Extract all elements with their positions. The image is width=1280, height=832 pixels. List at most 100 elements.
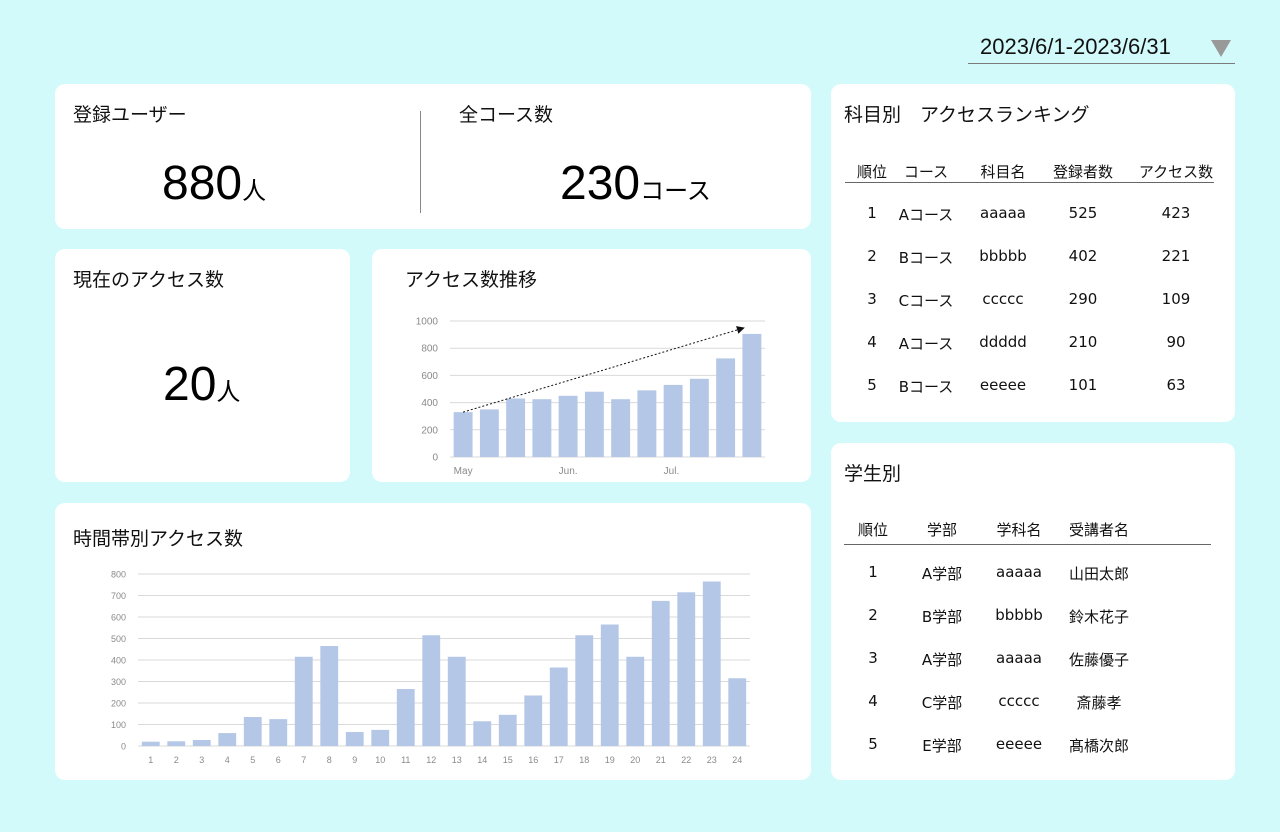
total-courses-title: 全コース数	[459, 104, 554, 126]
subject-ranking-header: 順位	[856, 163, 888, 181]
y-tick-label: 200	[111, 699, 126, 709]
bar	[611, 399, 631, 457]
x-tick-label: 6	[276, 755, 281, 765]
subject-ranking-header: 登録者数	[1052, 163, 1114, 181]
x-tick-label: 7	[301, 755, 306, 765]
bar	[524, 695, 543, 746]
x-tick-label: 12	[426, 755, 436, 765]
y-tick-label: 800	[111, 570, 126, 580]
x-tick-label: 1	[148, 755, 153, 765]
x-tick-label: 21	[656, 755, 666, 765]
x-tick-label: 17	[554, 755, 564, 765]
subject-ranking-cell: 210	[1068, 333, 1098, 351]
student-ranking-header-divider	[844, 544, 1211, 545]
subject-ranking-header: アクセス数	[1138, 163, 1214, 181]
y-tick-label: 300	[111, 677, 126, 687]
subject-ranking-title: 科目別 アクセスランキング	[844, 104, 1090, 126]
student-ranking-cell: C学部	[921, 694, 963, 712]
bar	[677, 592, 696, 746]
hourly-access-card: 時間帯別アクセス数 0 100 200 300 400 500 600 700 800 1 2 3 4 5…	[55, 503, 811, 780]
x-tick-label: 19	[605, 755, 615, 765]
subject-ranking-cell: 2	[867, 247, 877, 265]
bar	[626, 656, 645, 746]
subject-ranking-cell: 525	[1068, 204, 1098, 222]
subject-ranking-cell: 290	[1068, 290, 1098, 308]
chevron-down-icon[interactable]	[1211, 40, 1231, 57]
x-tick-label: 16	[528, 755, 538, 765]
bar	[479, 409, 499, 457]
bar	[453, 412, 473, 457]
hourly-access-title: 時間帯別アクセス数	[73, 528, 244, 550]
student-ranking-cell: A学部	[921, 565, 963, 583]
subject-ranking-cell: Aコース	[898, 335, 954, 353]
bar	[345, 732, 364, 746]
subject-ranking-cell: 63	[1166, 376, 1186, 394]
total-courses-value: 230コース	[560, 156, 711, 211]
bar	[269, 719, 288, 746]
y-tick-label: 700	[111, 591, 126, 601]
y-tick-label: 800	[421, 344, 438, 355]
bar	[689, 378, 709, 457]
bar	[637, 390, 657, 457]
access-trend-chart: 0 200 400 600 800 1000 May Jun. Jul.	[416, 317, 765, 477]
x-tick-label: 3	[199, 755, 204, 765]
bar	[549, 667, 568, 746]
subject-ranking-cell: 90	[1166, 333, 1186, 351]
date-range-label: 2023/6/1-2023/6/31	[980, 34, 1171, 59]
x-tick-label: 9	[352, 755, 357, 765]
y-tick-label: 600	[421, 371, 438, 382]
bar	[663, 384, 683, 457]
x-tick-label: May	[454, 466, 473, 477]
x-tick-label: 10	[375, 755, 385, 765]
student-ranking-header: 学科名	[996, 521, 1042, 539]
y-tick-label: 500	[111, 634, 126, 644]
subject-ranking-cell: Bコース	[898, 378, 954, 396]
subject-ranking-cell: 5	[867, 376, 877, 394]
subject-ranking-cell: aaaaa	[980, 204, 1026, 222]
bar	[447, 656, 466, 746]
trend-arrow	[462, 326, 745, 413]
y-tick-label: 0	[121, 742, 126, 752]
student-ranking-cell: ccccc	[998, 692, 1040, 710]
x-tick-label: 22	[681, 755, 691, 765]
bar	[473, 721, 492, 746]
current-access-unit: 人	[216, 378, 241, 406]
date-range-dropdown[interactable]: 2023/6/1-2023/6/31	[968, 30, 1235, 64]
student-ranking-header: 学部	[926, 521, 958, 539]
registered-users-unit: 人	[242, 177, 267, 205]
subject-ranking-header: 科目名	[980, 163, 1026, 181]
subject-ranking-cell: 1	[867, 204, 877, 222]
access-trend-card: アクセス数推移 0 200 400 600 800 1000 May Jun. Jul.	[372, 249, 811, 482]
student-ranking-cell: 2	[868, 606, 878, 624]
subject-ranking-header: コース	[903, 163, 949, 181]
current-access-value: 20人	[163, 357, 240, 412]
current-access-title: 現在のアクセス数	[73, 269, 225, 291]
bar	[742, 333, 762, 457]
bar	[702, 581, 721, 746]
bar	[575, 635, 594, 746]
bar	[600, 624, 619, 746]
student-ranking-cell: E学部	[922, 737, 962, 755]
subject-ranking-cell: 101	[1068, 376, 1098, 394]
student-ranking-cell: 髙橋次郎	[1068, 737, 1130, 755]
bar	[192, 739, 211, 746]
registered-users-title: 登録ユーザー	[73, 104, 187, 126]
summary-card: 登録ユーザー 880人 全コース数 230コース	[55, 84, 811, 229]
registered-users-value: 880人	[162, 156, 266, 211]
student-ranking-table: 順位 学部 学科名 受講者名 1 A学部 aaaaa 山田太郎 2 B学部 bbbbb 鈴木花子 3 A学…	[831, 443, 1235, 780]
bar	[396, 689, 415, 746]
y-tick-label: 400	[111, 656, 126, 666]
student-ranking-cell: B学部	[921, 608, 963, 626]
bar	[558, 395, 578, 457]
subject-ranking-cell: 4	[867, 333, 877, 351]
subject-ranking-cell: Bコース	[898, 249, 954, 267]
x-tick-label: 5	[250, 755, 255, 765]
x-tick-label: 11	[401, 755, 410, 765]
bar	[498, 714, 517, 746]
subject-ranking-cell: eeeee	[979, 376, 1027, 394]
total-courses-number: 230	[560, 157, 641, 210]
x-tick-label: 14	[477, 755, 487, 765]
bar	[371, 729, 390, 746]
bar	[141, 741, 160, 746]
